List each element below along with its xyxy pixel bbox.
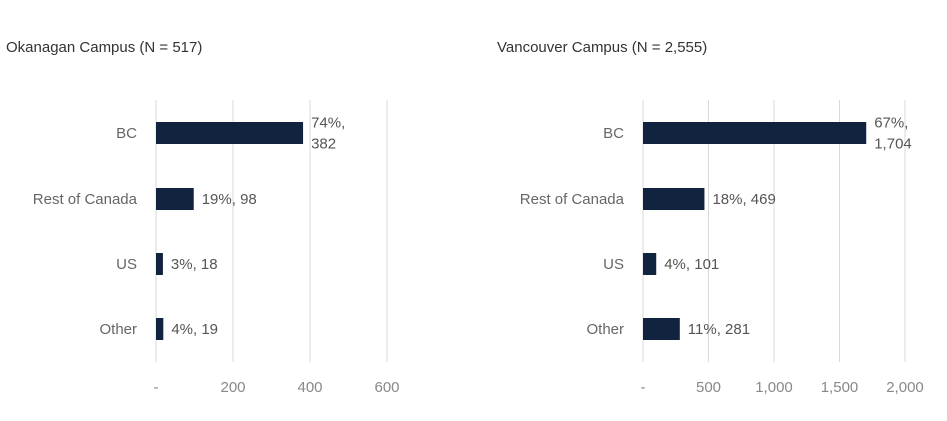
okanagan-category-label: Other	[99, 321, 137, 338]
vancouver-bar	[643, 122, 867, 144]
okanagan-chart: Okanagan Campus (N = 517) - 200 400 600 BC 74…	[6, 39, 400, 396]
vancouver-x-tick-label: 1,000	[755, 379, 793, 396]
okanagan-x-tick-label: 400	[297, 379, 322, 396]
okanagan-bar	[156, 253, 163, 275]
vancouver-chart: Vancouver Campus (N = 2,555) - 500 1,000 1,…	[497, 39, 924, 396]
vancouver-x-tick-label: 1,500	[821, 379, 859, 396]
vancouver-bar	[643, 253, 657, 275]
okanagan-x-tick-label: -	[154, 379, 159, 396]
okanagan-data-label: 3%, 18	[171, 256, 218, 273]
okanagan-chart-title: Okanagan Campus (N = 517)	[6, 39, 202, 56]
okanagan-bar	[156, 318, 164, 340]
vancouver-data-label: 4%, 101	[664, 256, 719, 273]
okanagan-category-label: Rest of Canada	[33, 191, 138, 208]
vancouver-category-label: US	[603, 256, 624, 273]
okanagan-category-label: BC	[116, 125, 137, 142]
okanagan-bar	[156, 122, 304, 144]
okanagan-x-tick-label: 600	[374, 379, 399, 396]
vancouver-category-label: Other	[586, 321, 624, 338]
vancouver-data-label: 18%, 469	[712, 191, 775, 208]
vancouver-category-label: Rest of Canada	[520, 191, 625, 208]
vancouver-category-label: BC	[603, 125, 624, 142]
vancouver-x-tick-label: -	[641, 379, 646, 396]
okanagan-data-label: 74%, 382	[311, 115, 345, 153]
okanagan-data-label: 4%, 19	[171, 321, 218, 338]
okanagan-x-tick-label: 200	[220, 379, 245, 396]
vancouver-bar	[643, 188, 705, 210]
vancouver-data-label: 11%, 281	[688, 321, 750, 338]
okanagan-data-label: 19%, 98	[202, 191, 257, 208]
vancouver-chart-title: Vancouver Campus (N = 2,555)	[497, 39, 707, 56]
vancouver-x-tick-label: 500	[696, 379, 721, 396]
vancouver-x-tick-label: 2,000	[886, 379, 924, 396]
okanagan-bar	[156, 188, 194, 210]
okanagan-category-label: US	[116, 256, 137, 273]
vancouver-data-label: 67%, 1,704	[874, 115, 912, 153]
vancouver-bar	[643, 318, 680, 340]
